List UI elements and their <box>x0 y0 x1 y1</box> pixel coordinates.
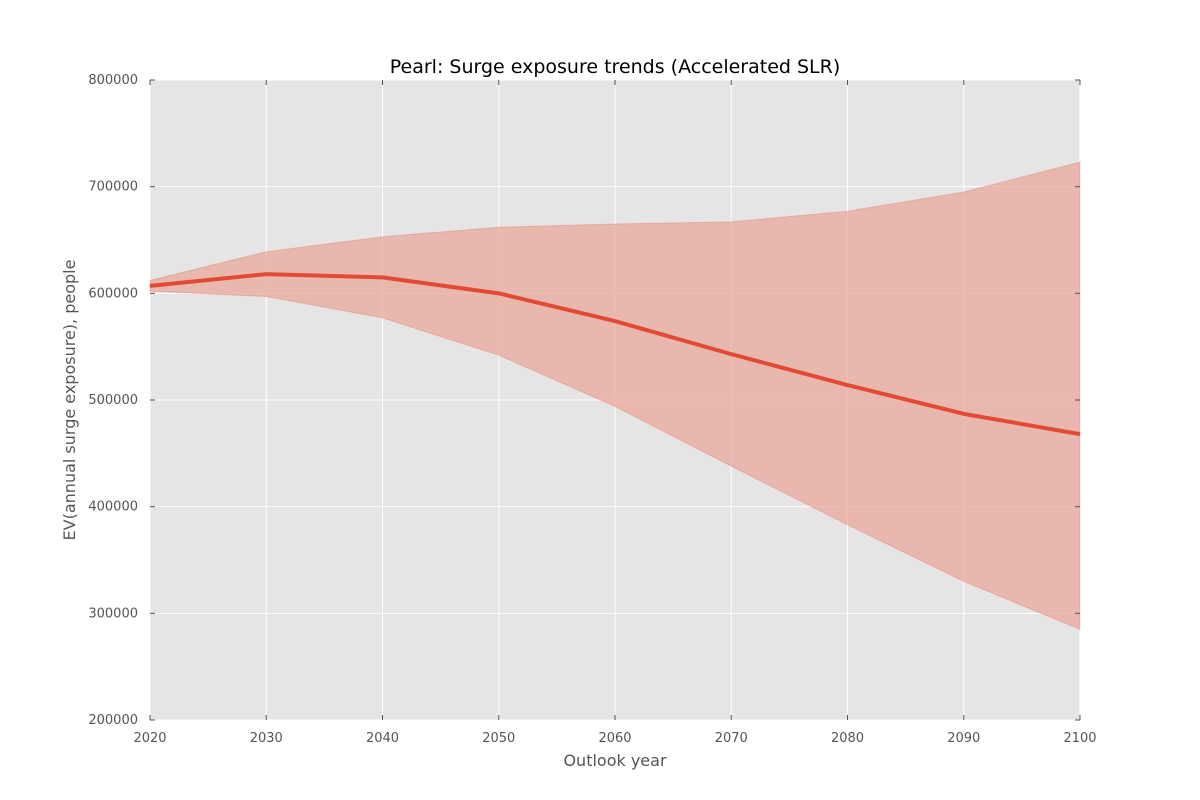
x-tick-labels: 2020 2030 2040 2050 2060 2070 2080 2090 2100 <box>133 731 1096 746</box>
y-tick-label: 700000 <box>88 180 138 195</box>
y-tick-labels: 200000 300000 400000 500000 600000 700000 8000… <box>88 73 138 728</box>
y-tick-label: 200000 <box>88 713 138 728</box>
chart-title: Pearl: Surge exposure trends (Accelerate… <box>390 56 841 78</box>
x-tick-label: 2100 <box>1063 731 1096 746</box>
x-tick-label: 2020 <box>133 731 166 746</box>
x-tick-label: 2090 <box>947 731 980 746</box>
x-tick-label: 2030 <box>250 731 283 746</box>
x-axis-label: Outlook year <box>563 751 667 770</box>
ticks <box>149 79 1081 721</box>
mean-line <box>149 272 1081 437</box>
y-tick-label: 400000 <box>88 500 138 515</box>
x-tick-label: 2050 <box>482 731 515 746</box>
x-tick-label: 2040 <box>366 731 399 746</box>
y-tick-label: 800000 <box>88 73 138 88</box>
x-tick-label: 2080 <box>831 731 864 746</box>
x-tick-label: 2070 <box>715 731 748 746</box>
y-axis-label: EV(annual surge exposure), people <box>60 260 79 541</box>
y-tick-label: 600000 <box>88 286 138 301</box>
y-tick-label: 500000 <box>88 393 138 408</box>
y-tick-label: 300000 <box>88 606 138 621</box>
x-tick-label: 2060 <box>598 731 631 746</box>
